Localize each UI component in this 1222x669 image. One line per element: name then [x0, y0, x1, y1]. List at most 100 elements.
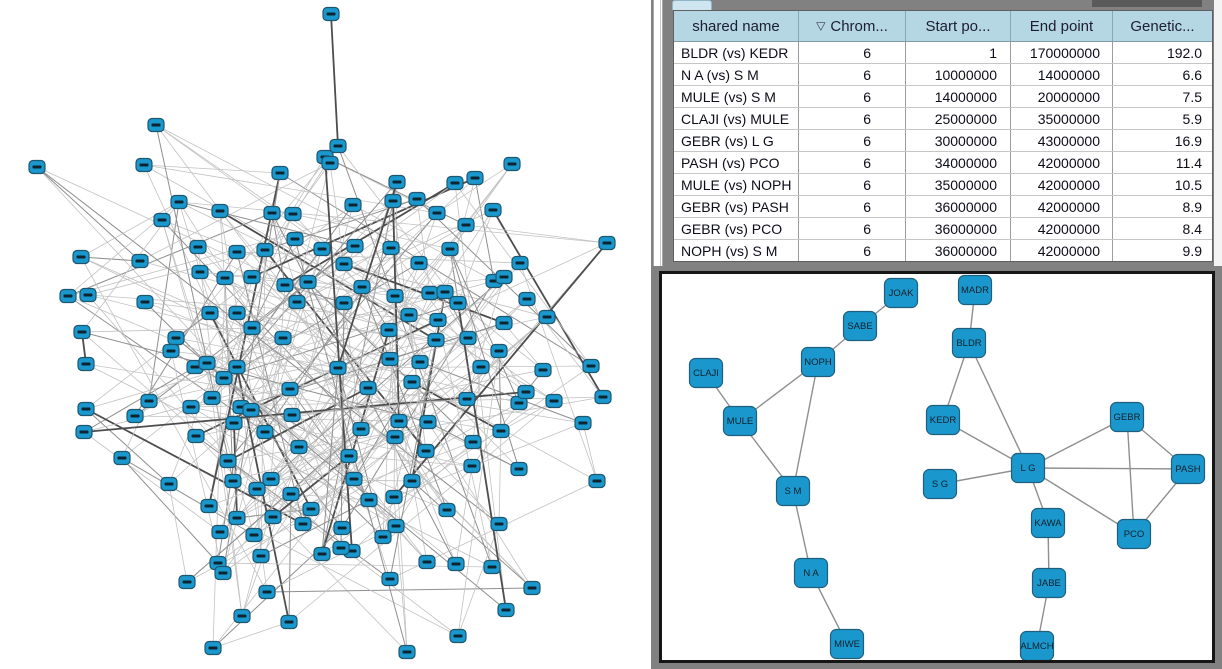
network-node-mule[interactable] [722, 405, 758, 437]
network-edge[interactable] [260, 249, 266, 557]
network-edge[interactable] [223, 302, 459, 379]
network-edge[interactable] [67, 212, 273, 297]
network-edge[interactable] [367, 387, 584, 424]
network-edge[interactable] [206, 362, 243, 617]
network-node-noph[interactable] [800, 346, 836, 378]
network-node-pco[interactable] [1116, 518, 1152, 550]
network-edge[interactable] [1027, 467, 1189, 470]
network-edge[interactable] [353, 381, 413, 480]
column-header-chrom[interactable]: ▽ Chrom... [799, 11, 906, 41]
network-node-s-g[interactable] [922, 468, 958, 500]
network-edge[interactable] [389, 358, 428, 563]
network-edge[interactable] [389, 322, 505, 360]
table-row[interactable]: MULE (vs) NOPH 6 35000000 42000000 10.5 [674, 174, 1212, 196]
network-edge[interactable] [307, 281, 448, 511]
network-edge[interactable] [81, 331, 304, 525]
network-node-joak[interactable] [883, 277, 919, 309]
network-edge[interactable] [411, 400, 555, 482]
network-edge[interactable] [168, 483, 188, 583]
network-node-jabe[interactable] [1031, 567, 1067, 599]
network-edge[interactable] [498, 430, 502, 525]
network-node-kedr[interactable] [925, 404, 961, 436]
network-edge[interactable] [197, 246, 533, 589]
network-edge[interactable] [337, 181, 398, 369]
network-edge[interactable] [337, 367, 384, 538]
network-edge[interactable] [161, 219, 410, 316]
network-edge[interactable] [472, 366, 482, 443]
network-edge[interactable] [256, 488, 262, 557]
table-tab-fragment[interactable] [672, 0, 712, 10]
network-edge[interactable] [36, 166, 141, 262]
network-edge[interactable] [279, 172, 592, 367]
network-edge[interactable] [83, 366, 196, 433]
network-edge[interactable] [968, 342, 1029, 469]
network-edge[interactable] [427, 421, 533, 589]
network-node-n-a[interactable] [793, 557, 829, 589]
network-edge[interactable] [222, 421, 429, 574]
filter-icon[interactable]: ▽ [816, 19, 826, 33]
filtered-network-canvas[interactable]: JOAK MADR SABE BLDR NOPH CLAJI MULE KEDR GEBR L G… [662, 274, 1212, 660]
network-node-bldr[interactable] [951, 327, 987, 359]
network-edge[interactable] [81, 331, 429, 423]
network-edge[interactable] [208, 436, 396, 507]
network-edge[interactable] [155, 124, 420, 264]
network-edge[interactable] [526, 298, 604, 398]
network-edge[interactable] [270, 284, 286, 480]
table-row[interactable]: GEBR (vs) PCO 6 36000000 42000000 8.4 [674, 218, 1212, 240]
network-edge[interactable] [83, 391, 527, 433]
network-edge[interactable] [260, 499, 370, 557]
network-edge[interactable] [212, 621, 290, 649]
network-edge[interactable] [288, 400, 555, 623]
network-edge[interactable] [454, 182, 592, 367]
network-edge[interactable] [474, 177, 495, 282]
network-edge[interactable] [236, 312, 500, 352]
network-edge[interactable] [411, 480, 533, 589]
network-edge[interactable] [256, 291, 446, 490]
network-edge[interactable] [212, 277, 226, 649]
network-edge[interactable] [178, 201, 370, 501]
network-edge[interactable] [266, 587, 533, 593]
network-edge[interactable] [264, 247, 392, 433]
network-edge[interactable] [80, 201, 180, 258]
network-edge[interactable] [217, 172, 281, 564]
network-edge[interactable] [236, 251, 304, 525]
network-edge[interactable] [134, 415, 400, 422]
network-edge[interactable] [416, 198, 431, 294]
column-header-shared-name[interactable]: shared name [674, 11, 799, 41]
network-edge[interactable] [271, 212, 286, 286]
network-node-l-g[interactable] [1010, 452, 1046, 484]
network-edge[interactable] [288, 493, 292, 623]
network-edge[interactable] [394, 436, 448, 511]
table-row[interactable]: BLDR (vs) KEDR 6 1 170000000 192.0 [674, 42, 1212, 64]
network-edge[interactable] [1126, 416, 1135, 535]
network-edge[interactable] [393, 422, 584, 498]
network-edge[interactable] [170, 145, 339, 352]
network-edge[interactable] [457, 209, 494, 304]
table-row[interactable]: PASH (vs) PCO 6 34000000 42000000 11.4 [674, 152, 1212, 174]
network-edge[interactable] [208, 505, 459, 637]
network-edge[interactable] [395, 350, 500, 527]
network-edge[interactable] [292, 213, 468, 400]
network-edge[interactable] [465, 224, 608, 244]
network-edge[interactable] [161, 219, 208, 364]
network-edge[interactable] [199, 271, 300, 448]
network-edge[interactable] [457, 350, 500, 637]
network-edge[interactable] [321, 367, 339, 555]
network-edge[interactable] [139, 162, 331, 262]
network-edge[interactable] [340, 302, 345, 549]
network-edge[interactable] [223, 262, 420, 379]
network-node-almch[interactable] [1019, 630, 1055, 661]
network-edge[interactable] [121, 400, 150, 459]
table-row[interactable]: CLAJI (vs) MULE 6 25000000 35000000 5.9 [674, 108, 1212, 130]
network-edge[interactable] [155, 124, 339, 369]
network-edge[interactable] [83, 431, 221, 533]
network-edge[interactable] [67, 295, 266, 433]
column-header-end-point[interactable]: End point [1011, 11, 1113, 41]
table-row[interactable]: MULE (vs) S M 6 14000000 20000000 7.5 [674, 86, 1212, 108]
network-edge[interactable] [178, 201, 356, 247]
network-node-s-m[interactable] [775, 475, 811, 507]
network-edge[interactable] [291, 414, 428, 563]
network-edge[interactable] [419, 361, 584, 424]
network-node-gebr[interactable] [1109, 401, 1145, 433]
scrollbar-fragment[interactable] [1092, 0, 1202, 7]
